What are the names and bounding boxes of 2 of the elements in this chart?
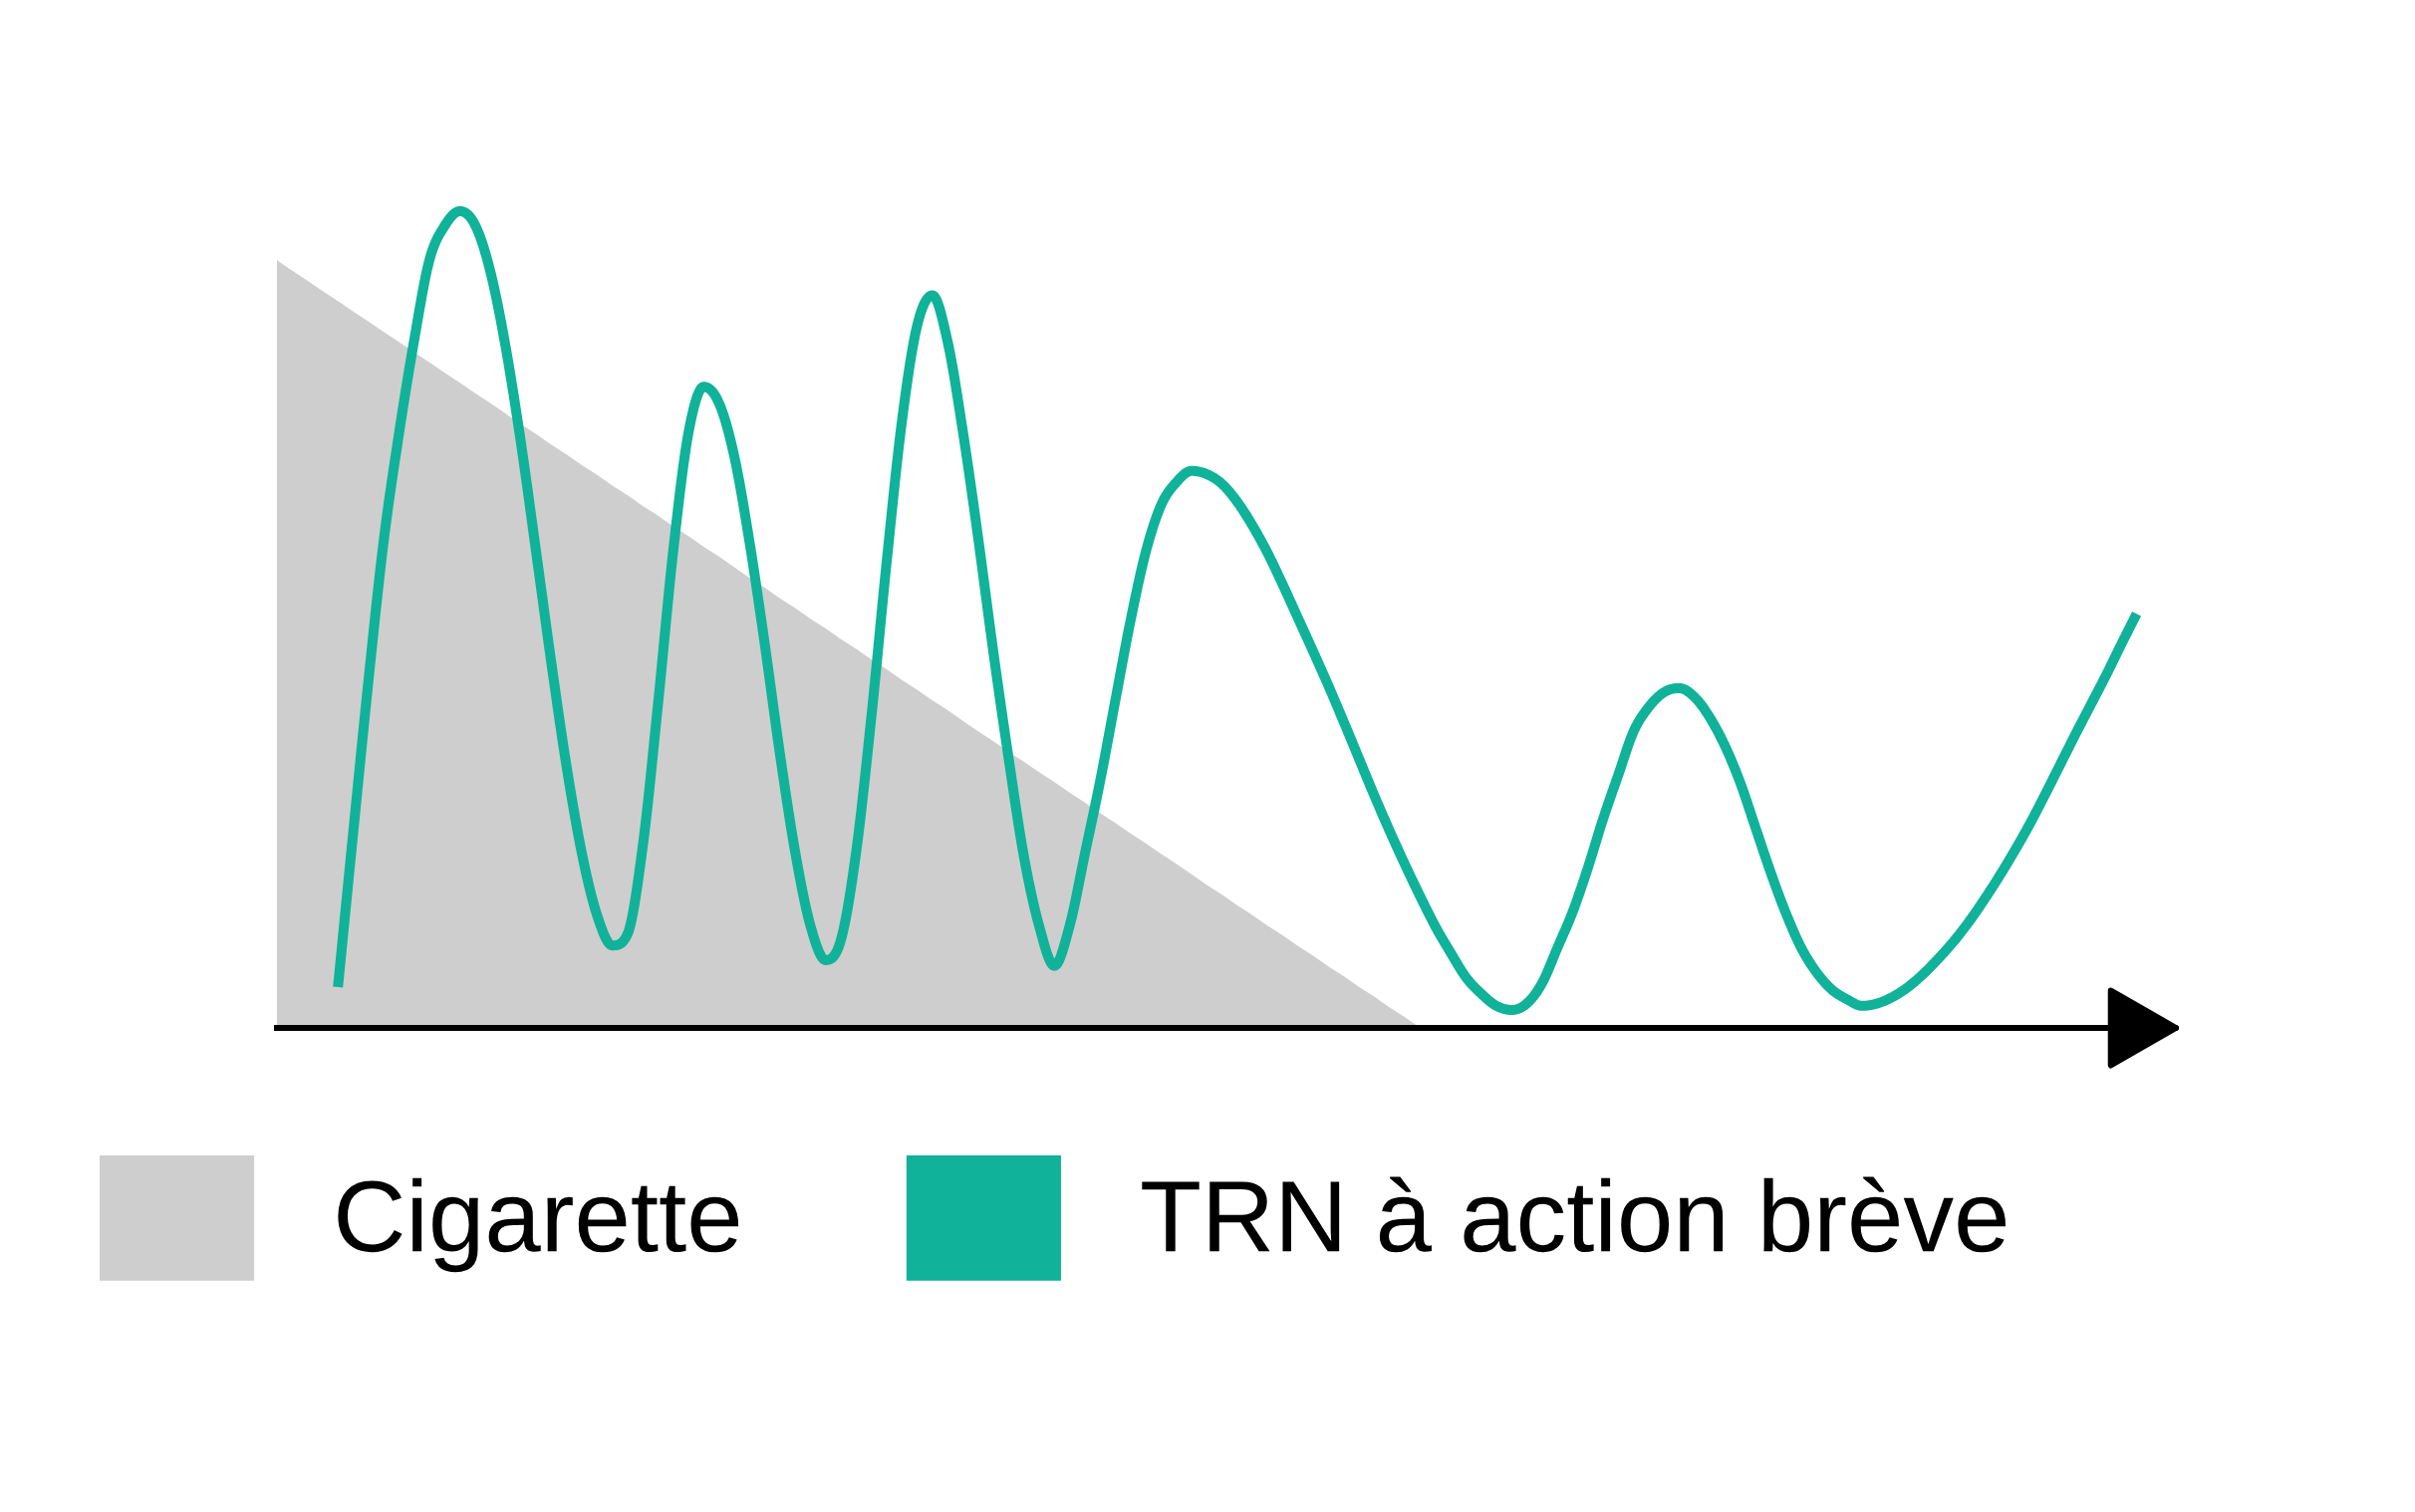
legend-label: Cigarette <box>338 1177 739 1273</box>
legend-label: TRN à action brève <box>1142 1176 2006 1253</box>
